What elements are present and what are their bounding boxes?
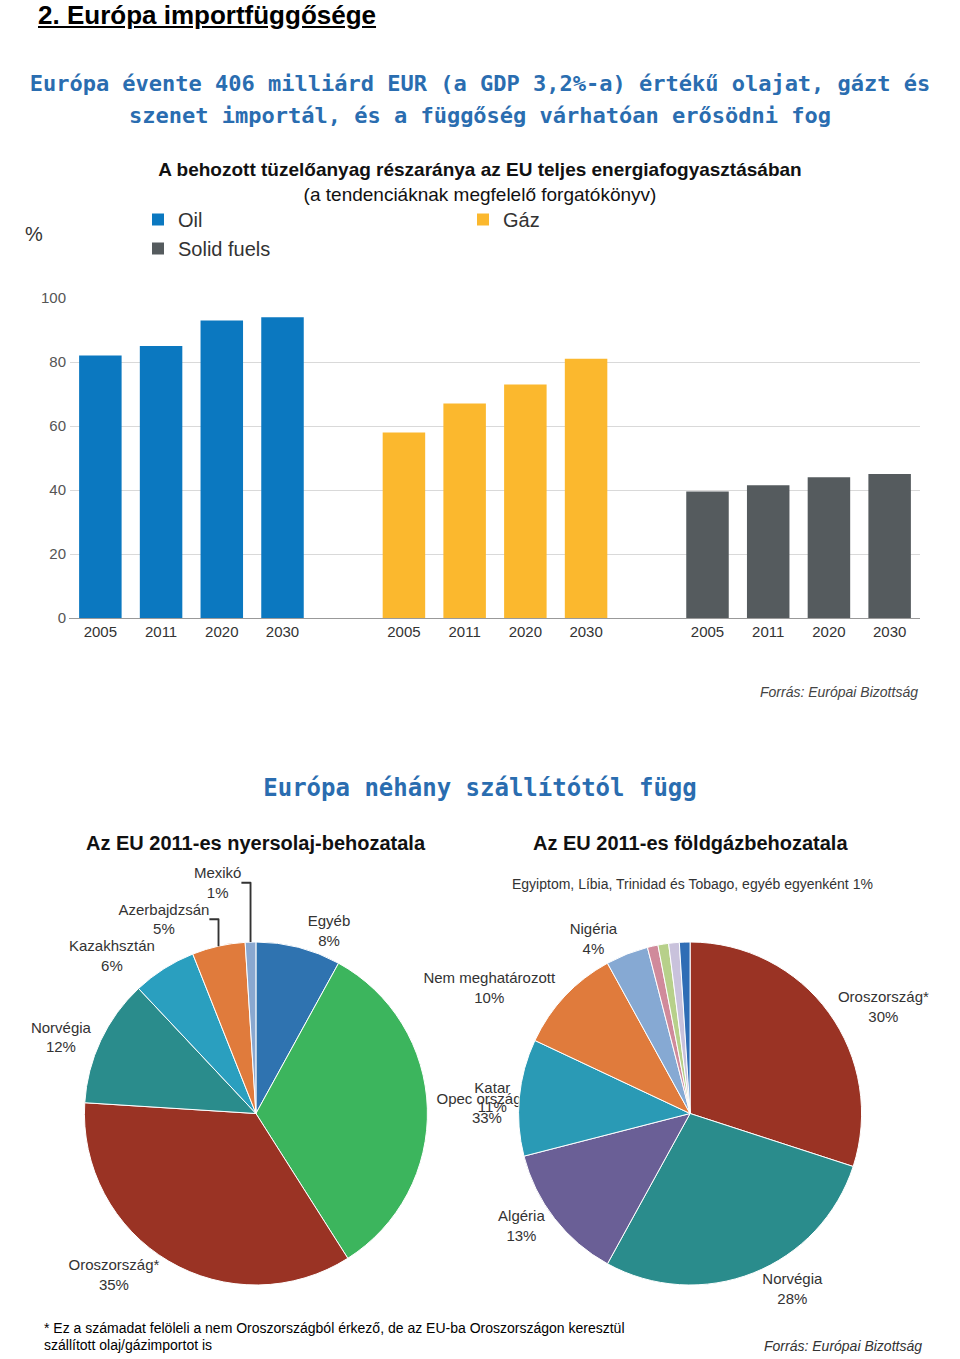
svg-text:20: 20 [49, 545, 66, 562]
svg-text:Norvégia28%: Norvégia28% [762, 1270, 823, 1307]
svg-text:100: 100 [41, 289, 66, 306]
svg-text:2020: 2020 [205, 623, 238, 640]
svg-text:Oroszország*30%: Oroszország*30% [838, 988, 929, 1025]
svg-text:40: 40 [49, 481, 66, 498]
svg-text:%: % [25, 223, 43, 245]
html-text:Forrás: Európai Bizottság: Forrás: Európai Bizottság [764, 1338, 922, 1354]
svg-text:Az EU 2011-es földgázbehozatal: Az EU 2011-es földgázbehozatala [533, 832, 848, 854]
svg-text:2030: 2030 [873, 623, 906, 640]
svg-text:Forrás: Európai Bizottság: Forrás: Európai Bizottság [760, 684, 918, 700]
html-text:* Ez a számadat felöleli a nem: * Ez a számadat felöleli a nem Oroszorsz… [44, 1320, 625, 1353]
svg-text:Oil: Oil [178, 209, 202, 231]
svg-text:2005: 2005 [691, 623, 724, 640]
svg-text:2020: 2020 [812, 623, 845, 640]
svg-text:Azerbajdzsán5%: Azerbajdzsán5% [118, 901, 209, 938]
svg-text:80: 80 [49, 353, 66, 370]
svg-text:2030: 2030 [266, 623, 299, 640]
svg-text:2005: 2005 [84, 623, 117, 640]
svg-text:Kazakhsztán6%: Kazakhsztán6% [69, 937, 155, 974]
svg-text:Algéria13%: Algéria13% [498, 1207, 545, 1244]
svg-text:Mexikó1%: Mexikó1% [194, 864, 242, 901]
svg-text:2011: 2011 [449, 623, 481, 640]
svg-text:Gáz: Gáz [503, 209, 540, 231]
svg-text:Nem meghatározott10%: Nem meghatározott10% [423, 969, 556, 1006]
svg-text:Katar11%: Katar11% [474, 1079, 510, 1116]
svg-text:60: 60 [49, 417, 66, 434]
svg-text:2011: 2011 [752, 623, 784, 640]
html-text:Európa évente 406 milliárd EUR: Európa évente 406 milliárd EUR (a GDP 3,… [29, 71, 931, 128]
svg-text:Az EU 2011-es nyersolaj-behoza: Az EU 2011-es nyersolaj-behozatala [86, 832, 426, 854]
svg-text:Egyéb8%: Egyéb8% [308, 912, 351, 949]
svg-text:Solid fuels: Solid fuels [178, 238, 270, 260]
svg-text:Nigéria4%: Nigéria4% [570, 920, 618, 957]
svg-text:Oroszország*35%: Oroszország*35% [68, 1256, 159, 1293]
svg-text:Opec országok33%: Opec országok33% [436, 1090, 537, 1127]
svg-text:0: 0 [58, 609, 66, 626]
svg-text:Egyiptom, Líbia, Trinidad és T: Egyiptom, Líbia, Trinidad és Tobago, egy… [512, 876, 873, 892]
svg-text:Norvégia12%: Norvégia12% [31, 1019, 92, 1056]
svg-text:2030: 2030 [569, 623, 602, 640]
html-text:Európa néhány szállítótól függ: Európa néhány szállítótól függ [263, 774, 697, 802]
svg-text:2011: 2011 [145, 623, 177, 640]
svg-text:A behozott tüzelőanyag részará: A behozott tüzelőanyag részaránya az EU … [158, 159, 801, 205]
svg-text:2005: 2005 [387, 623, 420, 640]
html-text:2. Európa importfüggősége: 2. Európa importfüggősége [38, 0, 376, 30]
svg-text:2020: 2020 [509, 623, 542, 640]
